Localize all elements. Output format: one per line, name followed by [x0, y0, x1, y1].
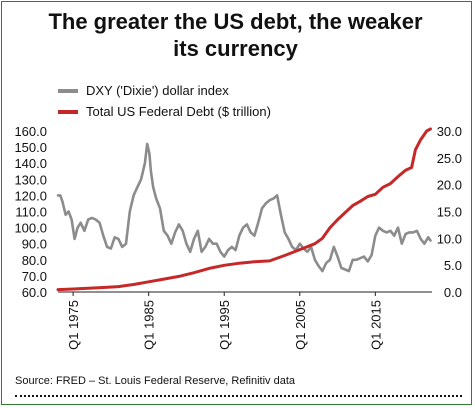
- y-right-tick-label: 10.0: [437, 231, 462, 246]
- legend-label-dxy: DXY ('Dixie') dollar index: [86, 83, 229, 98]
- legend-item-dxy: DXY ('Dixie') dollar index: [58, 80, 271, 101]
- y-right-tick-label: 30.0: [437, 124, 462, 139]
- legend-label-debt: Total US Federal Debt ($ trillion): [86, 104, 271, 119]
- dotted-divider: [15, 395, 462, 397]
- legend-swatch-debt: [58, 109, 78, 114]
- chart-title: The greater the US debt, the weaker its …: [0, 8, 471, 62]
- legend-swatch-dxy: [58, 88, 78, 93]
- x-tick-label: Q1 2015: [368, 300, 383, 350]
- y-right-tick-label: 20.0: [437, 178, 462, 193]
- y-right-tick-label: 25.0: [437, 151, 462, 166]
- source-note: Source: FRED – St. Louis Federal Reserve…: [15, 375, 296, 387]
- y-left-tick-label: 150.0: [14, 140, 47, 155]
- title-line-2: its currency: [173, 36, 298, 61]
- legend-item-debt: Total US Federal Debt ($ trillion): [58, 101, 271, 122]
- y-right-tick-label: 0.0: [444, 285, 462, 300]
- y-left-tick-label: 120.0: [14, 188, 47, 203]
- y-right-tick-label: 5.0: [444, 258, 462, 273]
- y-left-tick-label: 90.0: [22, 237, 47, 252]
- x-tick-label: Q1 1975: [66, 300, 81, 350]
- y-left-tick-label: 100.0: [14, 221, 47, 236]
- x-tick-label: Q1 1995: [217, 300, 232, 350]
- y-left-tick-label: 110.0: [15, 205, 47, 220]
- y-left-tick-label: 60.0: [22, 285, 47, 300]
- y-left-tick-label: 140.0: [14, 156, 47, 171]
- title-line-1: The greater the US debt, the weaker: [48, 9, 423, 34]
- debt-series-line: [56, 127, 432, 292]
- dxy-series-line: [56, 142, 432, 273]
- y-right-tick-label: 15.0: [437, 205, 462, 220]
- x-tick-label: Q1 2005: [293, 300, 308, 350]
- y-left-tick-label: 80.0: [22, 253, 47, 268]
- x-tick-label: Q1 1985: [142, 300, 157, 350]
- y-left-tick-label: 130.0: [14, 172, 47, 187]
- y-left-tick-label: 70.0: [22, 269, 47, 284]
- legend: DXY ('Dixie') dollar index Total US Fede…: [58, 80, 271, 122]
- y-left-tick-label: 160.0: [14, 124, 47, 139]
